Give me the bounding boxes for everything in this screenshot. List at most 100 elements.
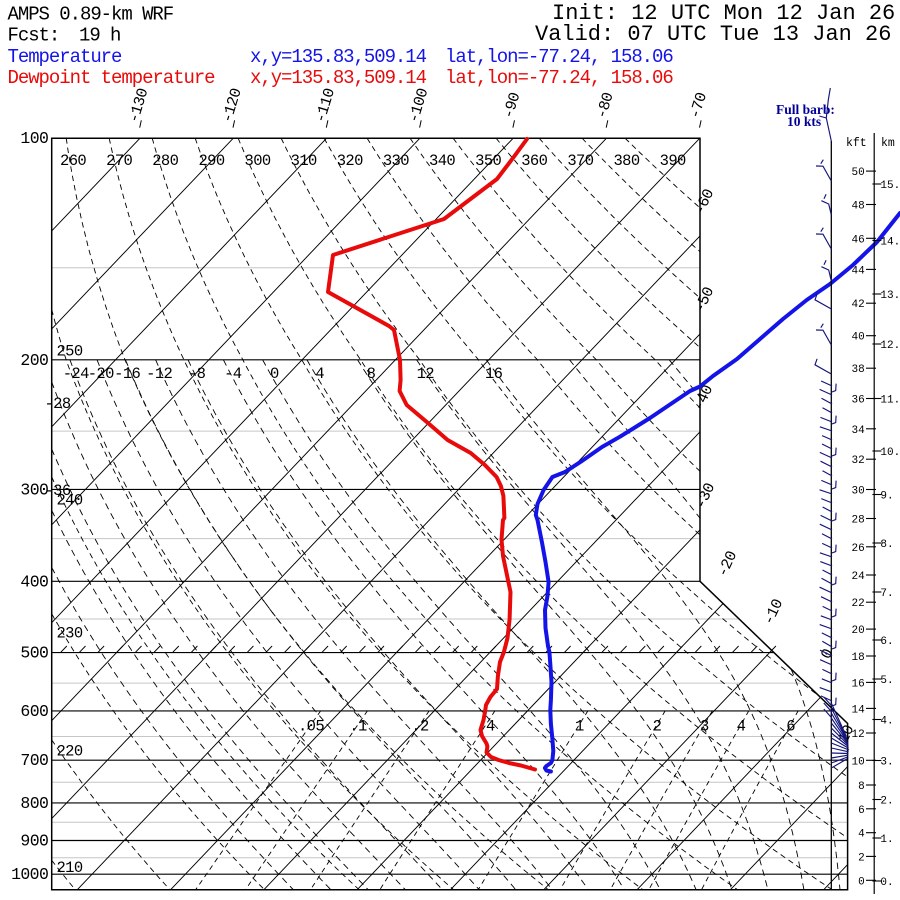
svg-text:4: 4 xyxy=(858,829,865,841)
svg-text:34: 34 xyxy=(851,425,865,437)
svg-text:-12: -12 xyxy=(146,365,172,383)
svg-text:200: 200 xyxy=(20,351,48,370)
svg-text:8: 8 xyxy=(367,365,376,383)
svg-text:-36: -36 xyxy=(44,482,70,500)
svg-text:600: 600 xyxy=(20,702,48,721)
svg-text:300: 300 xyxy=(245,152,271,170)
svg-text:1000: 1000 xyxy=(11,865,48,884)
svg-text:340: 340 xyxy=(429,152,455,170)
svg-text:5.: 5. xyxy=(880,675,893,687)
svg-text:48: 48 xyxy=(851,201,864,213)
svg-text:8.: 8. xyxy=(880,539,893,551)
svg-text:310: 310 xyxy=(291,152,317,170)
svg-text:1.: 1. xyxy=(880,834,893,846)
svg-text:.2: .2 xyxy=(411,718,429,736)
svg-text:240: 240 xyxy=(56,492,82,510)
svg-text:6: 6 xyxy=(858,805,865,817)
svg-text:28: 28 xyxy=(851,515,864,527)
svg-text:330: 330 xyxy=(383,152,409,170)
svg-text:12: 12 xyxy=(417,365,435,383)
svg-text:6.: 6. xyxy=(880,636,893,648)
svg-text:500: 500 xyxy=(20,644,48,663)
svg-text:3: 3 xyxy=(700,718,709,736)
svg-text:30: 30 xyxy=(851,486,864,498)
svg-text:13.: 13. xyxy=(880,290,900,302)
svg-text:2: 2 xyxy=(858,852,865,864)
svg-text:.05: .05 xyxy=(298,718,324,736)
svg-text:-4: -4 xyxy=(224,365,242,383)
svg-text:380: 380 xyxy=(613,152,639,170)
svg-text:280: 280 xyxy=(152,152,178,170)
svg-text:16: 16 xyxy=(851,678,864,690)
svg-text:11.: 11. xyxy=(880,395,900,407)
svg-text:400: 400 xyxy=(20,572,48,591)
svg-text:390: 390 xyxy=(660,152,686,170)
svg-text:46: 46 xyxy=(851,234,864,246)
svg-text:44: 44 xyxy=(851,265,865,277)
svg-text:Fcst:: Fcst: xyxy=(8,25,60,47)
svg-text:-28: -28 xyxy=(44,395,70,413)
svg-text:26: 26 xyxy=(851,543,864,555)
svg-text:lat,lon=-77.24, 158.06: lat,lon=-77.24, 158.06 xyxy=(445,46,673,68)
svg-text:32: 32 xyxy=(851,455,864,467)
svg-text:12.: 12. xyxy=(880,340,900,352)
svg-text:24: 24 xyxy=(851,571,865,583)
svg-text:4.: 4. xyxy=(880,716,893,728)
svg-text:210: 210 xyxy=(56,859,82,877)
svg-text:Full barb:: Full barb: xyxy=(776,102,835,117)
svg-text:3.: 3. xyxy=(880,757,893,769)
svg-text:9.: 9. xyxy=(880,491,893,503)
svg-text:36: 36 xyxy=(851,395,864,407)
svg-text:Temperature: Temperature xyxy=(8,46,123,68)
svg-text:42: 42 xyxy=(851,299,864,311)
svg-text:6: 6 xyxy=(786,718,795,736)
svg-text:300: 300 xyxy=(20,480,48,499)
svg-text:-8: -8 xyxy=(188,365,206,383)
svg-text:220: 220 xyxy=(56,743,82,761)
svg-text:10 kts: 10 kts xyxy=(787,114,821,129)
svg-text:0: 0 xyxy=(858,876,865,888)
svg-text:50: 50 xyxy=(851,167,864,179)
svg-text:370: 370 xyxy=(567,152,593,170)
svg-text:700: 700 xyxy=(20,751,48,770)
svg-text:100: 100 xyxy=(20,129,48,148)
svg-text:4: 4 xyxy=(315,365,324,383)
svg-text:-20: -20 xyxy=(88,365,114,383)
svg-text:.1: .1 xyxy=(349,718,367,736)
svg-text:16: 16 xyxy=(485,365,503,383)
svg-text:270: 270 xyxy=(106,152,132,170)
svg-text:260: 260 xyxy=(60,152,86,170)
svg-text:8: 8 xyxy=(858,781,865,793)
svg-text:19 h: 19 h xyxy=(79,25,120,47)
svg-text:900: 900 xyxy=(20,832,48,851)
svg-text:x,y=135.83,509.14: x,y=135.83,509.14 xyxy=(250,46,427,68)
svg-text:AMPS 0.89-km WRF: AMPS 0.89-km WRF xyxy=(8,4,174,26)
svg-text:350: 350 xyxy=(475,152,501,170)
svg-text:2: 2 xyxy=(653,718,662,736)
svg-text:10.: 10. xyxy=(880,447,900,459)
svg-text:250: 250 xyxy=(56,343,82,361)
svg-text:22: 22 xyxy=(851,598,864,610)
svg-text:Init: 12 UTC Mon 12 Jan 26: Init: 12 UTC Mon 12 Jan 26 xyxy=(552,1,895,26)
svg-text:290: 290 xyxy=(198,152,224,170)
svg-text:x,y=135.83,509.14: x,y=135.83,509.14 xyxy=(250,67,427,89)
svg-text:0.: 0. xyxy=(880,877,893,889)
svg-text:230: 230 xyxy=(56,625,82,643)
svg-text:km: km xyxy=(881,137,895,150)
svg-text:10: 10 xyxy=(851,756,864,768)
svg-text:-16: -16 xyxy=(114,365,140,383)
svg-text:14.: 14. xyxy=(880,236,900,248)
svg-text:20: 20 xyxy=(851,625,864,637)
svg-text:kft: kft xyxy=(846,137,867,150)
svg-text:0: 0 xyxy=(270,365,279,383)
svg-text:320: 320 xyxy=(337,152,363,170)
svg-text:-24: -24 xyxy=(63,365,89,383)
svg-text:1: 1 xyxy=(575,718,584,736)
svg-text:Dewpoint temperature: Dewpoint temperature xyxy=(8,67,216,89)
svg-text:2.: 2. xyxy=(880,796,893,808)
svg-text:15.: 15. xyxy=(880,180,900,192)
svg-text:360: 360 xyxy=(521,152,547,170)
svg-text:800: 800 xyxy=(20,794,48,813)
svg-text:40: 40 xyxy=(851,332,864,344)
svg-text:lat,lon=-77.24, 158.06: lat,lon=-77.24, 158.06 xyxy=(445,67,673,89)
